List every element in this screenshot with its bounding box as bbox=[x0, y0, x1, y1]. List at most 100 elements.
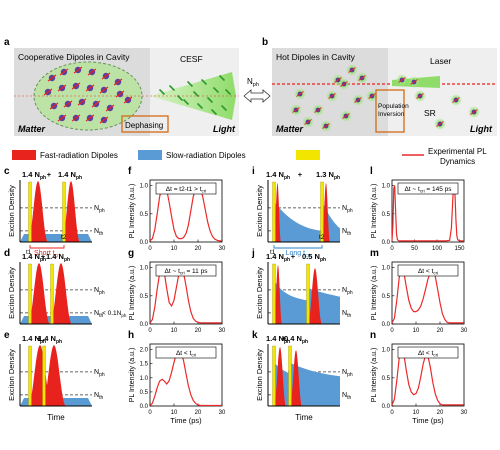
panel-b: b Hot Dipoles in Cavity Laser Population… bbox=[262, 37, 497, 136]
y-axis-label: Exciton Density bbox=[7, 185, 16, 237]
panel-a: a Cooperative Dipoles in Cavity CESF Dep… bbox=[4, 37, 239, 136]
pulse-label-2: 1.4 Nph bbox=[58, 170, 82, 181]
pl-panels: f PL Intensity (a.u.) 0.0 0.5 1.0 0 10 20 30 Δt =… bbox=[128, 166, 468, 425]
subscript: cri bbox=[180, 271, 185, 276]
dipole-icon bbox=[105, 104, 115, 112]
y-tick-label: 1.5 bbox=[140, 362, 149, 368]
delay-bracket bbox=[29, 245, 65, 249]
dipole-icon bbox=[123, 96, 133, 104]
x-axis-label: Time (ps) bbox=[170, 416, 202, 425]
dipole-icon bbox=[99, 86, 109, 94]
y-tick-label: 0.5 bbox=[382, 212, 391, 218]
dipole-arrow bbox=[410, 79, 418, 85]
y-axis-label: PL Intensity (a.u.) bbox=[129, 348, 136, 403]
x-tick-label: 0 bbox=[390, 410, 394, 416]
annotation-text: Δt = t2-t1 > tcri bbox=[166, 186, 207, 194]
pulsed-injection-bar bbox=[28, 263, 32, 325]
panel-a-matter: Matter bbox=[18, 124, 46, 134]
dipole-arrow bbox=[322, 123, 330, 129]
pulsed-injection-bar bbox=[50, 263, 54, 325]
x-tick-label: 0 bbox=[390, 246, 394, 252]
panel-letter-c: c bbox=[4, 166, 10, 177]
subscript: ph bbox=[320, 257, 326, 263]
pulsed-injection-bar bbox=[28, 345, 32, 407]
dipole-icon bbox=[113, 78, 123, 86]
fast-dipoles-peak bbox=[50, 263, 72, 324]
dipole-icon bbox=[71, 82, 81, 90]
dipole-icon bbox=[63, 100, 73, 108]
panel-letter-i: i bbox=[252, 166, 255, 177]
annotation-text: Δt ~ tcri = 11 ps bbox=[165, 268, 209, 276]
inversion-label-2: Inversion bbox=[378, 111, 405, 118]
dipole-arrow bbox=[73, 66, 83, 74]
dipole-arrow bbox=[368, 93, 376, 99]
plot-frame bbox=[391, 179, 465, 243]
x-tick-label: 20 bbox=[195, 246, 202, 252]
subscript: th bbox=[99, 231, 103, 237]
schematic-panel-d: d Exciton Density 1.4 Nph+ 1.4 Nph Nph Nth< 0… bbox=[4, 248, 127, 325]
pulsed-injection-bar bbox=[42, 345, 46, 407]
t2-label: t2 bbox=[61, 234, 67, 241]
plus-sign: + bbox=[298, 170, 303, 179]
plus-sign: + bbox=[282, 334, 287, 343]
x-tick-label: 10 bbox=[171, 410, 178, 416]
nph-label: Nph bbox=[94, 287, 105, 296]
subscript: ph bbox=[56, 339, 62, 345]
panel-letter-f: f bbox=[128, 166, 132, 177]
x-tick-label: 150 bbox=[454, 246, 465, 252]
subscript: ph bbox=[99, 290, 105, 296]
pulsed-injection-bar bbox=[306, 263, 310, 325]
dipole-arrow bbox=[99, 116, 109, 124]
pulsed-injection-bar bbox=[62, 181, 66, 243]
fast-dipoles-peak bbox=[274, 265, 282, 324]
legend-pl-2: Dynamics bbox=[440, 157, 475, 166]
x-tick-label: 30 bbox=[219, 410, 226, 416]
panel-letter-a: a bbox=[4, 37, 10, 48]
dipole-arrow bbox=[85, 114, 95, 122]
subscript: cri bbox=[305, 253, 310, 259]
sr-label: SR bbox=[424, 108, 436, 118]
y-axis-label: PL Intensity (a.u.) bbox=[371, 266, 378, 321]
pulse-label-2: 0.4 Nph bbox=[284, 334, 308, 345]
x-tick-label: 20 bbox=[437, 328, 444, 334]
pulsed-injection-bar bbox=[320, 181, 324, 243]
emitter-mark bbox=[168, 84, 176, 92]
dipole-icon bbox=[47, 74, 57, 82]
y-tick-label: 0.5 bbox=[140, 390, 149, 396]
emitter-mark bbox=[158, 88, 166, 96]
annotation-box bbox=[397, 264, 459, 277]
x-tick-label: 10 bbox=[413, 410, 420, 416]
cesf-emitters bbox=[158, 74, 232, 116]
dipole-icon bbox=[85, 114, 95, 122]
dipole-icon bbox=[43, 88, 53, 96]
dipole-arrow bbox=[113, 78, 123, 86]
pl-chart-l: l PL Intensity (a.u.) 0.0 0.5 1.0 0 50 100 150 Δt… bbox=[370, 166, 465, 252]
fast-dipoles-peak bbox=[322, 183, 330, 242]
x-tick-label: 20 bbox=[195, 410, 202, 416]
annotation-box bbox=[155, 346, 217, 359]
x-tick-label: 20 bbox=[437, 410, 444, 416]
dipole-arrow bbox=[115, 90, 125, 98]
subscript: ph bbox=[284, 175, 290, 181]
pl-chart-m: m PL Intensity (a.u.) 0.0 0.5 1.0 0 10 20 30 Δt <… bbox=[370, 248, 468, 334]
subscript: ph bbox=[347, 372, 353, 378]
fast-dipoles-peak bbox=[274, 347, 286, 406]
pulse-label-1: 1.4 Nph bbox=[266, 252, 290, 263]
y-tick-label: 1.0 bbox=[382, 348, 391, 354]
dipole-arrow bbox=[59, 68, 69, 76]
x-axis-label: Time bbox=[47, 413, 65, 422]
fast-dipoles-peak bbox=[28, 345, 52, 406]
pl-series-line bbox=[391, 185, 464, 242]
x-tick-label: 0 bbox=[148, 328, 152, 334]
dipole-arrow bbox=[354, 97, 362, 103]
y-tick-label: 0.0 bbox=[140, 322, 149, 328]
annotation-tail: = 145 ps bbox=[425, 186, 453, 193]
y-axis-label: Exciton Density bbox=[7, 267, 16, 319]
y-tick-label: 0.5 bbox=[382, 376, 391, 382]
subscript: cri bbox=[433, 353, 438, 358]
dipole-arrow bbox=[304, 119, 312, 125]
dipole-arrow bbox=[71, 82, 81, 90]
double-arrow-icon bbox=[243, 89, 271, 103]
emitter-mark bbox=[224, 88, 232, 96]
